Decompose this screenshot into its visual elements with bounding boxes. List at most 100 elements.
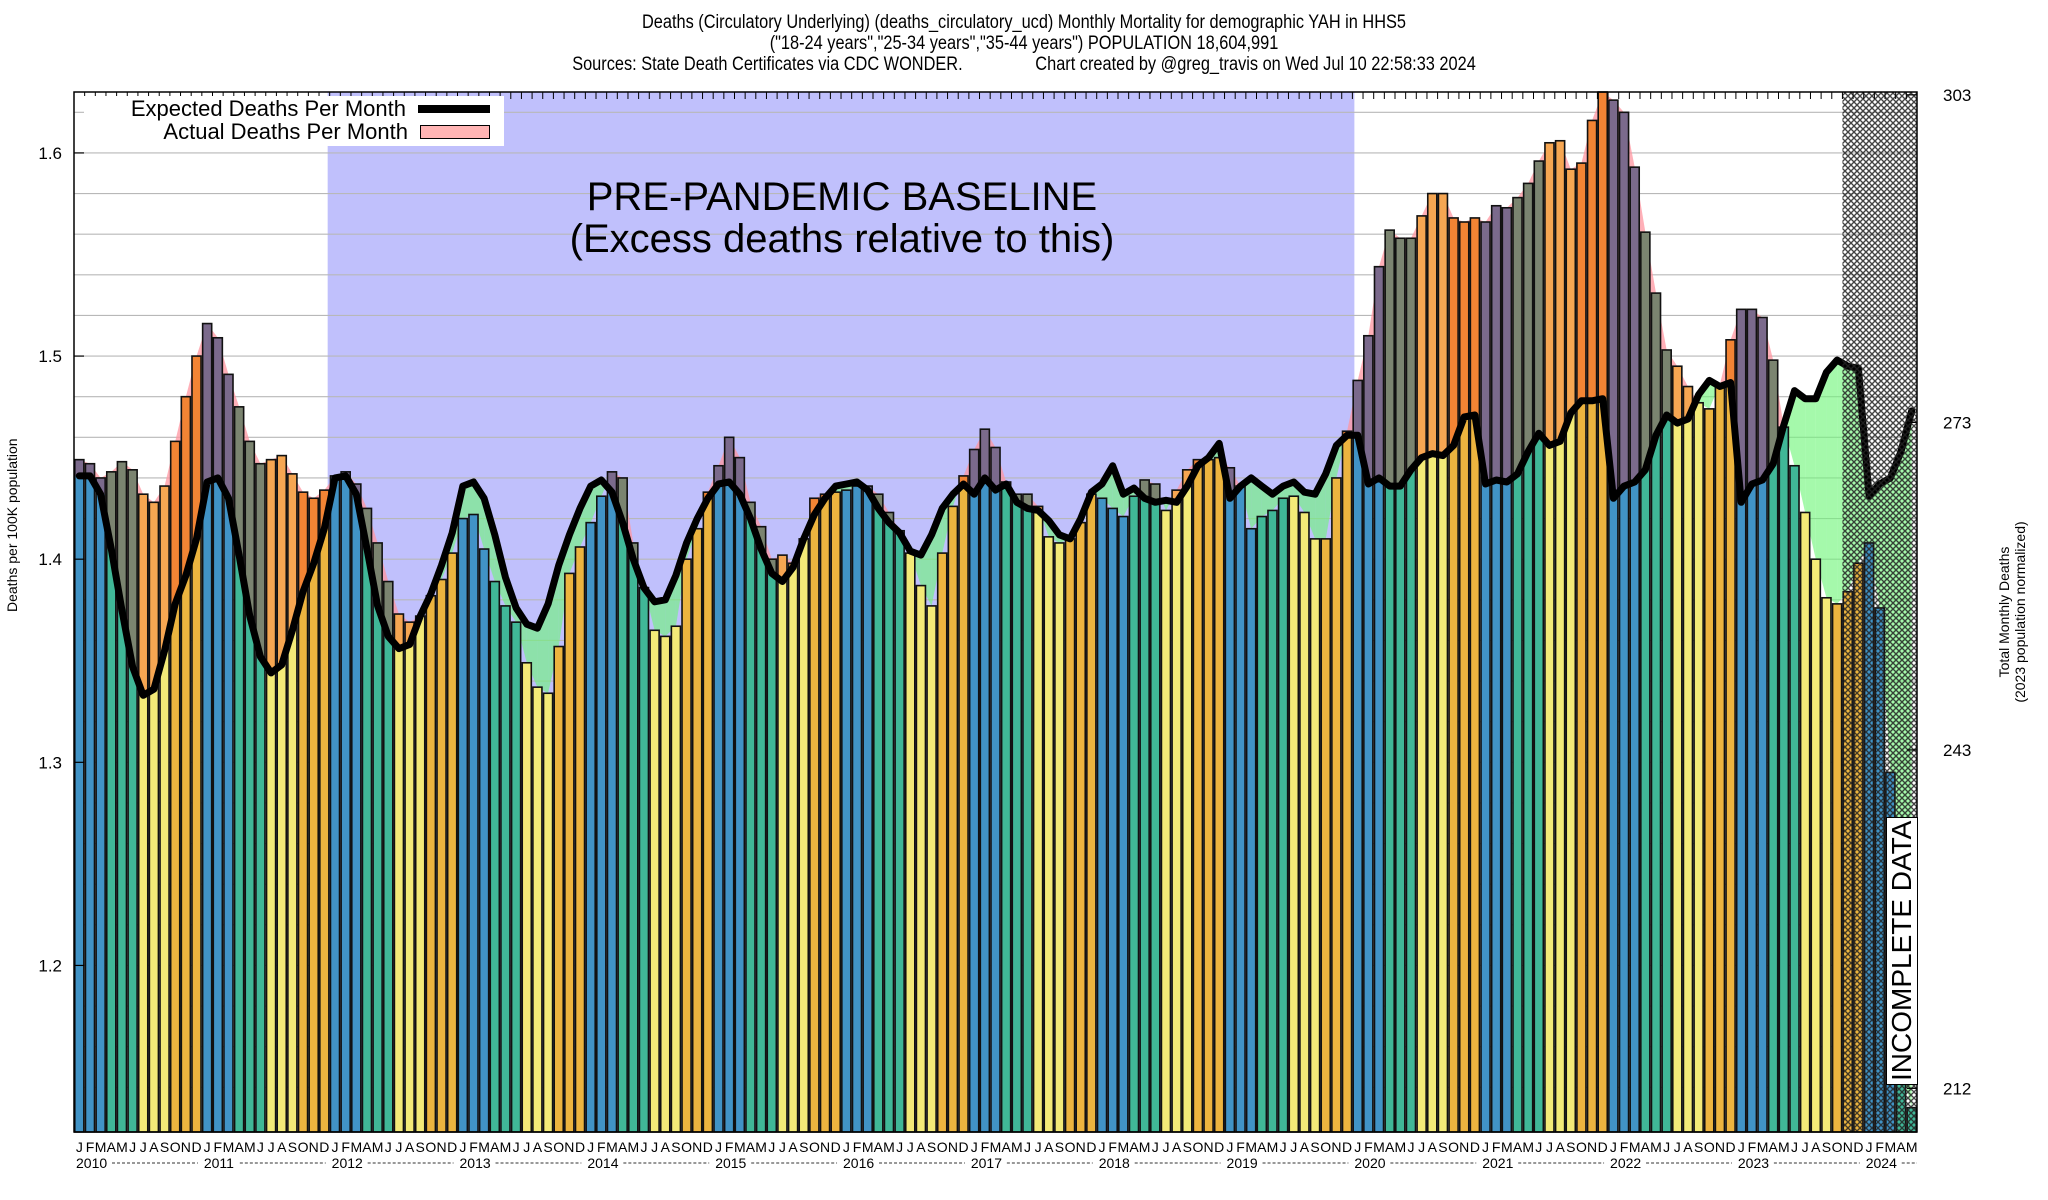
x-month-label: J: [268, 1139, 275, 1155]
x-month-label: S: [1566, 1139, 1575, 1155]
deficit-area: [1815, 372, 1827, 598]
x-month-label: J: [587, 1139, 594, 1155]
deficit-area: [590, 479, 602, 523]
bar-excess: [1140, 479, 1150, 499]
x-month-label: O: [553, 1139, 564, 1155]
bar: [990, 447, 1001, 1132]
bar: [767, 559, 777, 1132]
bar: [1640, 232, 1650, 1132]
y-tick-label: 1.6: [38, 144, 62, 163]
x-month-label: A: [1555, 1139, 1565, 1155]
bar: [458, 518, 468, 1132]
x-month-label: N: [1331, 1139, 1341, 1155]
x-month-label: D: [958, 1139, 968, 1155]
bar: [756, 526, 766, 1132]
x-month-label: F: [981, 1139, 990, 1155]
bar: [181, 396, 191, 1132]
bar: [1406, 238, 1416, 1132]
bar: [223, 374, 233, 1132]
bar: [85, 463, 95, 1132]
bar-excess: [1672, 366, 1682, 424]
x-month-label: F: [853, 1139, 862, 1155]
legend-label-expected: Expected Deaths Per Month: [130, 96, 406, 121]
bar: [671, 626, 681, 1132]
bar: [1651, 293, 1661, 1132]
x-month-label: S: [671, 1139, 680, 1155]
x-month-label: N: [948, 1139, 958, 1155]
bar-excess: [1406, 238, 1416, 470]
x-month-label: D: [447, 1139, 457, 1155]
x-month-label: S: [160, 1139, 169, 1155]
x-month-label: M: [1011, 1139, 1023, 1155]
bar: [916, 585, 926, 1132]
x-month-label: A: [1896, 1139, 1906, 1155]
bar: [543, 693, 553, 1132]
x-month-label: S: [799, 1139, 808, 1155]
bar: [1299, 512, 1309, 1132]
x-year-label: 2012: [332, 1155, 363, 1171]
bar: [309, 498, 319, 1132]
x-month-label: J: [513, 1139, 520, 1155]
x-month-label: D: [575, 1139, 585, 1155]
bar: [735, 457, 745, 1132]
bar: [1715, 384, 1725, 1132]
bar: [202, 323, 212, 1132]
x-month-label: A: [533, 1139, 543, 1155]
x-month-label: J: [896, 1139, 903, 1155]
bar: [138, 494, 148, 1132]
x-month-label: A: [1683, 1139, 1693, 1155]
x-month-label: N: [1076, 1139, 1086, 1155]
bar: [564, 573, 574, 1132]
deficit-area: [462, 482, 474, 519]
x-month-label: D: [1726, 1139, 1736, 1155]
x-year-label: 2024: [1866, 1155, 1897, 1171]
bar-excess: [1587, 120, 1597, 401]
x-year-label: 2016: [843, 1155, 874, 1171]
x-month-label: O: [1704, 1139, 1715, 1155]
x-month-label: M: [1501, 1139, 1513, 1155]
x-month-label: A: [1257, 1139, 1267, 1155]
x-year-label: 2011: [204, 1155, 234, 1171]
x-month-label: J: [843, 1139, 850, 1155]
chart-source-credit: Sources: State Death Certificates via CD…: [143, 54, 1904, 75]
x-month-label: D: [831, 1139, 841, 1155]
x-month-label: M: [350, 1139, 362, 1155]
x-month-label: O: [1192, 1139, 1203, 1155]
bar: [1491, 205, 1501, 1132]
bar: [1694, 402, 1704, 1132]
bar: [1076, 522, 1086, 1132]
bar: [394, 614, 404, 1132]
x-month-label: S: [1310, 1139, 1319, 1155]
legend: Expected Deaths Per Month Actual Deaths …: [84, 96, 504, 146]
x-month-label: J: [1162, 1139, 1169, 1155]
bar-excess: [1150, 484, 1160, 503]
bar: [500, 605, 510, 1132]
bar: [724, 437, 734, 1132]
bar-excess: [1598, 92, 1608, 399]
x-month-label: O: [1832, 1139, 1843, 1155]
bar-excess: [74, 459, 84, 476]
x-month-label: A: [618, 1139, 628, 1155]
bar-excess: [1683, 386, 1693, 420]
x-month-label: N: [181, 1139, 191, 1155]
x-month-label: F: [1364, 1139, 1373, 1155]
bar: [1172, 490, 1182, 1132]
x-month-label: J: [332, 1139, 339, 1155]
x-month-label: J: [640, 1139, 647, 1155]
bar-excess: [607, 471, 617, 493]
bar: [330, 475, 340, 1132]
x-year-label: 2020: [1354, 1155, 1385, 1171]
x-month-label: J: [140, 1139, 147, 1155]
x-month-label: J: [1035, 1139, 1042, 1155]
x-month-label: M: [883, 1139, 895, 1155]
bar-excess: [383, 581, 393, 637]
bar: [1704, 408, 1714, 1132]
y-tick-label: 1.2: [38, 956, 62, 975]
bar: [1086, 494, 1096, 1132]
bar: [1544, 142, 1554, 1132]
x-month-label: J: [523, 1139, 530, 1155]
x-month-label: O: [298, 1139, 309, 1155]
bar-excess: [202, 323, 212, 482]
bar: [575, 547, 585, 1132]
bar: [1427, 193, 1437, 1132]
